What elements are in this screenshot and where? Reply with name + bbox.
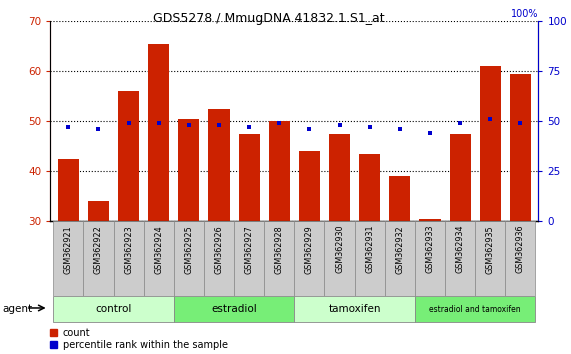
FancyBboxPatch shape: [204, 221, 234, 296]
FancyBboxPatch shape: [415, 221, 445, 296]
Bar: [510, 74, 531, 221]
FancyBboxPatch shape: [295, 221, 324, 296]
Text: percentile rank within the sample: percentile rank within the sample: [63, 340, 228, 350]
Text: GSM362925: GSM362925: [184, 225, 194, 274]
Text: GSM362935: GSM362935: [486, 225, 494, 274]
Text: count: count: [63, 329, 90, 338]
Bar: [148, 44, 169, 221]
FancyBboxPatch shape: [295, 296, 415, 322]
Bar: [269, 121, 290, 221]
Bar: [118, 91, 139, 221]
Text: GSM362934: GSM362934: [456, 225, 465, 274]
Text: GSM362931: GSM362931: [365, 225, 374, 274]
Bar: [239, 134, 260, 221]
Text: 100%: 100%: [511, 9, 538, 19]
Text: GSM362928: GSM362928: [275, 225, 284, 274]
FancyBboxPatch shape: [324, 221, 355, 296]
Text: control: control: [95, 304, 132, 314]
Text: GSM362927: GSM362927: [244, 225, 254, 274]
FancyBboxPatch shape: [234, 221, 264, 296]
Bar: [208, 109, 230, 221]
Bar: [389, 176, 411, 221]
Text: GSM362926: GSM362926: [215, 225, 223, 274]
FancyBboxPatch shape: [505, 221, 536, 296]
Bar: [178, 119, 199, 221]
FancyBboxPatch shape: [415, 296, 536, 322]
Bar: [449, 134, 471, 221]
Text: estradiol: estradiol: [211, 304, 257, 314]
FancyBboxPatch shape: [83, 221, 114, 296]
Text: GSM362936: GSM362936: [516, 225, 525, 274]
Text: agent: agent: [3, 304, 33, 314]
Text: GSM362930: GSM362930: [335, 225, 344, 274]
Bar: [88, 201, 109, 221]
Text: GSM362932: GSM362932: [395, 225, 404, 274]
FancyBboxPatch shape: [355, 221, 385, 296]
Bar: [420, 219, 440, 221]
Text: estradiol and tamoxifen: estradiol and tamoxifen: [429, 305, 521, 314]
FancyBboxPatch shape: [385, 221, 415, 296]
Text: GSM362922: GSM362922: [94, 225, 103, 274]
Text: GSM362921: GSM362921: [64, 225, 73, 274]
Bar: [299, 151, 320, 221]
Text: GSM362923: GSM362923: [124, 225, 133, 274]
Text: GDS5278 / MmugDNA.41832.1.S1_at: GDS5278 / MmugDNA.41832.1.S1_at: [152, 12, 384, 25]
Bar: [329, 134, 350, 221]
Bar: [480, 66, 501, 221]
FancyBboxPatch shape: [264, 221, 295, 296]
FancyBboxPatch shape: [53, 221, 83, 296]
FancyBboxPatch shape: [475, 221, 505, 296]
Bar: [359, 154, 380, 221]
FancyBboxPatch shape: [174, 296, 295, 322]
Bar: [58, 159, 79, 221]
FancyBboxPatch shape: [445, 221, 475, 296]
Text: GSM362933: GSM362933: [425, 225, 435, 274]
FancyBboxPatch shape: [53, 296, 174, 322]
Text: tamoxifen: tamoxifen: [328, 304, 381, 314]
FancyBboxPatch shape: [114, 221, 144, 296]
Text: GSM362924: GSM362924: [154, 225, 163, 274]
FancyBboxPatch shape: [174, 221, 204, 296]
Text: GSM362929: GSM362929: [305, 225, 314, 274]
FancyBboxPatch shape: [144, 221, 174, 296]
